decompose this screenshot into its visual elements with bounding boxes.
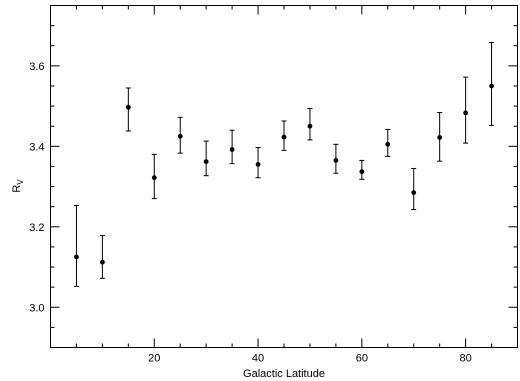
- data-point-group: [177, 116, 183, 154]
- data-point-group: [99, 235, 105, 279]
- data-point: [74, 254, 79, 260]
- y-tick-label: 3.6: [29, 61, 44, 73]
- x-tick-label: 60: [356, 353, 368, 365]
- x-tick-label: 20: [148, 353, 160, 365]
- data-point: [177, 133, 183, 139]
- data-point: [125, 104, 131, 110]
- data-point: [151, 175, 157, 181]
- data-point: [333, 158, 339, 163]
- data-point-group: [463, 76, 469, 144]
- y-tick-label: 3.2: [29, 222, 44, 234]
- axis-tick-labels: 20 40 60 80 3.0 3.2 3.4 3.6: [29, 61, 472, 365]
- data-point: [229, 147, 235, 152]
- data-point-group: [411, 167, 417, 210]
- data-point: [203, 159, 209, 165]
- x-axis-label: Galactic Latitude: [243, 368, 325, 380]
- x-tick-label: 40: [252, 353, 264, 365]
- data-point-group: [359, 159, 365, 180]
- data-point: [359, 169, 365, 175]
- data-point: [437, 135, 443, 140]
- data-point: [385, 141, 391, 147]
- data-point-group: [333, 143, 339, 174]
- data-point: [463, 110, 469, 116]
- data-point-group: [125, 87, 131, 132]
- data-point-group: [255, 147, 261, 179]
- data-point-group: [307, 108, 313, 141]
- axis-ticks: [50, 5, 518, 348]
- data-point: [489, 83, 494, 89]
- data-point: [255, 162, 261, 167]
- data-point-group: [489, 42, 495, 126]
- y-tick-label: 3.0: [29, 302, 44, 314]
- data-series: [73, 42, 495, 287]
- data-point-group: [385, 128, 391, 157]
- data-point-group: [437, 112, 443, 162]
- data-point-group: [203, 140, 209, 177]
- data-point-group: [281, 120, 287, 151]
- y-axis-label-subscript: V: [16, 179, 25, 185]
- x-tick-label: 80: [459, 353, 471, 365]
- data-point: [99, 259, 105, 265]
- plot-frame: [50, 5, 518, 348]
- data-point-group: [229, 129, 235, 165]
- data-point: [411, 190, 417, 195]
- y-axis-label: RV: [11, 179, 25, 193]
- data-point-group: [151, 153, 157, 200]
- y-tick-label: 3.4: [29, 141, 44, 153]
- data-point-group: [73, 204, 79, 287]
- data-point: [307, 123, 313, 129]
- data-point: [281, 134, 287, 140]
- y-axis-label-main: R: [11, 185, 23, 193]
